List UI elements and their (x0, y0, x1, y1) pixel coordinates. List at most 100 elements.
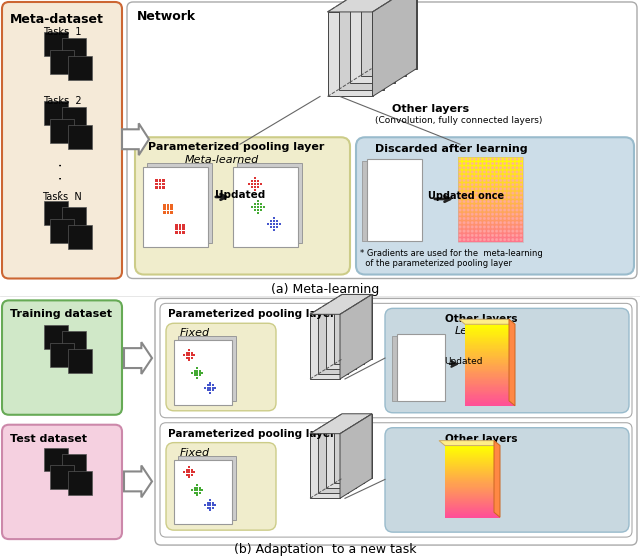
Circle shape (504, 188, 506, 190)
Bar (465, 373, 515, 375)
Bar (465, 394, 515, 396)
Circle shape (508, 214, 509, 215)
Circle shape (459, 188, 461, 190)
Circle shape (483, 188, 485, 190)
Bar (214, 504, 216, 506)
Circle shape (520, 217, 522, 219)
Circle shape (488, 184, 490, 186)
Bar (166, 204, 170, 207)
Bar (279, 222, 281, 225)
Bar (458, 225, 523, 226)
Circle shape (483, 234, 485, 236)
Bar (191, 352, 193, 354)
Circle shape (479, 188, 481, 190)
Circle shape (471, 230, 473, 232)
Bar (458, 202, 523, 204)
Circle shape (488, 214, 490, 215)
Bar (186, 352, 188, 354)
Bar (162, 183, 165, 186)
Bar (445, 484, 500, 485)
FancyBboxPatch shape (160, 304, 632, 418)
Bar (465, 391, 515, 392)
Bar (465, 395, 515, 397)
Bar (465, 383, 515, 385)
Circle shape (500, 188, 502, 190)
Circle shape (459, 234, 461, 236)
Bar (445, 496, 500, 498)
Bar (201, 372, 203, 374)
Circle shape (479, 222, 481, 224)
Bar (445, 451, 500, 452)
Circle shape (500, 158, 502, 160)
Bar (458, 172, 523, 173)
Bar (465, 363, 515, 364)
Circle shape (520, 179, 522, 181)
Text: Other layers: Other layers (445, 434, 518, 444)
Bar (458, 173, 523, 174)
Circle shape (516, 192, 518, 194)
Bar (445, 497, 500, 498)
Bar (445, 507, 500, 509)
Bar (162, 186, 165, 189)
Circle shape (483, 217, 485, 219)
Bar (254, 180, 256, 182)
Circle shape (467, 222, 469, 224)
Bar (273, 217, 275, 219)
FancyBboxPatch shape (2, 2, 122, 278)
Bar (458, 235, 523, 237)
Bar (209, 392, 211, 394)
Circle shape (508, 196, 509, 198)
Bar (445, 458, 500, 459)
Text: Other layers: Other layers (392, 105, 469, 115)
Bar (445, 482, 500, 484)
Circle shape (512, 188, 514, 190)
Bar (191, 474, 193, 476)
Circle shape (471, 209, 473, 211)
Circle shape (504, 176, 506, 177)
Bar (458, 182, 523, 183)
Bar (339, 5, 383, 89)
Bar (445, 490, 500, 491)
Circle shape (476, 217, 477, 219)
Circle shape (467, 234, 469, 236)
Circle shape (512, 163, 514, 164)
Bar (465, 352, 515, 354)
Bar (465, 385, 515, 386)
Circle shape (504, 205, 506, 207)
Bar (445, 452, 500, 453)
Text: (b) Adaptation  to a new task: (b) Adaptation to a new task (234, 543, 416, 556)
Circle shape (476, 214, 477, 215)
Circle shape (492, 234, 493, 236)
Bar (188, 359, 190, 361)
Circle shape (496, 201, 497, 202)
Bar (251, 180, 253, 182)
Circle shape (512, 201, 514, 202)
Circle shape (467, 226, 469, 228)
Bar (248, 183, 250, 185)
Bar (445, 447, 500, 448)
Bar (445, 477, 500, 479)
Bar (318, 309, 348, 374)
Bar (465, 337, 515, 339)
Circle shape (500, 230, 502, 232)
Bar (254, 189, 256, 191)
Bar (445, 487, 500, 489)
Polygon shape (459, 319, 515, 324)
Circle shape (471, 196, 473, 198)
Circle shape (508, 163, 509, 164)
Circle shape (463, 171, 465, 173)
Circle shape (459, 201, 461, 202)
Circle shape (467, 196, 469, 198)
Circle shape (508, 222, 509, 224)
Bar (465, 366, 515, 368)
Circle shape (467, 171, 469, 173)
Text: Discarded after learning: Discarded after learning (375, 144, 527, 154)
Circle shape (520, 239, 522, 240)
Bar (445, 449, 500, 450)
Circle shape (459, 176, 461, 177)
Circle shape (483, 179, 485, 181)
Circle shape (516, 171, 518, 173)
Circle shape (483, 222, 485, 224)
Bar (445, 460, 500, 461)
Circle shape (479, 184, 481, 186)
